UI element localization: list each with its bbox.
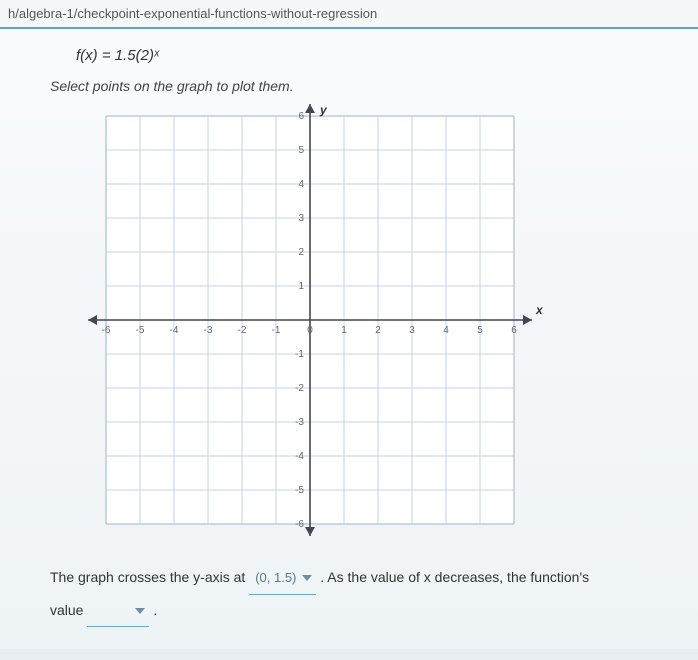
svg-text:-2: -2 [238,325,247,336]
behavior-dropdown[interactable] [87,597,149,628]
url-bar: h/algebra-1/checkpoint-exponential-funct… [0,0,698,29]
answer-text-4: . [153,602,157,618]
svg-text:-6: -6 [295,519,304,530]
svg-text:4: 4 [298,179,304,190]
chevron-down-icon [135,608,145,614]
svg-text:-1: -1 [295,349,304,360]
answer-text-1: The graph crosses the y-axis at [50,569,249,585]
y-intercept-value: (0, 1.5) [255,564,296,593]
answer-text-3: value [50,602,87,618]
svg-text:x: x [535,303,544,317]
svg-text:y: y [319,104,328,117]
svg-text:3: 3 [298,213,304,224]
svg-text:-5: -5 [136,325,145,336]
y-intercept-dropdown[interactable]: (0, 1.5) [249,564,316,595]
svg-text:-1: -1 [272,325,281,336]
svg-text:6: 6 [511,325,517,336]
svg-text:2: 2 [298,247,304,258]
svg-text:2: 2 [375,325,381,336]
plot-instruction: Select points on the graph to plot them. [50,78,658,94]
svg-text:-5: -5 [295,485,304,496]
svg-text:-6: -6 [102,325,111,336]
chevron-down-icon [302,575,312,581]
svg-text:1: 1 [341,325,347,336]
svg-text:0: 0 [307,325,313,336]
coordinate-graph[interactable]: -6 -5 -4 -3 -2 -1 0 1 2 3 4 5 6 -6 -5 -4 -3 -2 -1 1 2 3 4 5 6 y x [60,104,570,544]
answer-text-2: . As the value of x decreases, the funct… [320,569,589,585]
svg-text:1: 1 [298,281,304,292]
svg-text:3: 3 [409,325,415,336]
svg-text:6: 6 [298,111,304,122]
svg-text:-2: -2 [295,383,304,394]
behavior-value [93,597,129,626]
svg-text:5: 5 [477,325,483,336]
svg-text:5: 5 [298,145,304,156]
svg-text:-3: -3 [204,325,213,336]
svg-text:4: 4 [443,325,449,336]
svg-text:-4: -4 [170,325,179,336]
function-formula: f(x) = 1.5(2)ˣ [76,47,658,64]
answer-sentence: The graph crosses the y-axis at (0, 1.5)… [50,562,650,627]
question-content: f(x) = 1.5(2)ˣ Select points on the grap… [0,29,698,649]
svg-text:-3: -3 [295,417,304,428]
svg-text:-4: -4 [295,451,304,462]
graph-svg[interactable]: -6 -5 -4 -3 -2 -1 0 1 2 3 4 5 6 -6 -5 -4 -3 -2 -1 1 2 3 4 5 6 y x [60,104,570,544]
url-text: h/algebra-1/checkpoint-exponential-funct… [8,6,377,21]
